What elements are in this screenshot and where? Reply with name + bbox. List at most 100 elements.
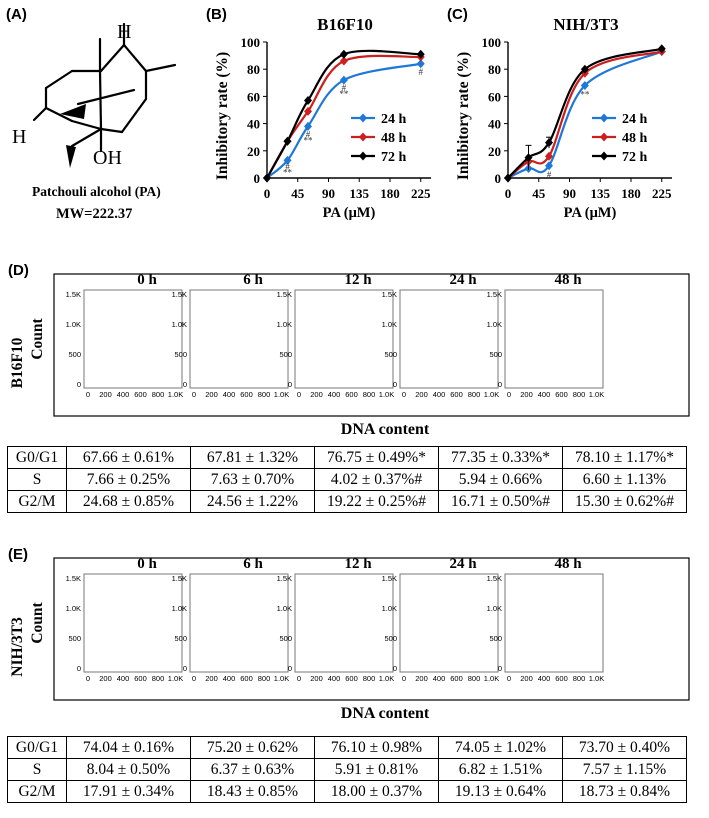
histogram-x-tick: 800: [258, 390, 271, 399]
histogram-y-tick: 1.0K: [487, 320, 502, 329]
legend-marker: [600, 151, 608, 161]
x-tick-label: 225: [411, 186, 431, 201]
timepoint-label: 6 h: [243, 556, 263, 572]
histogram-x-tick: 600: [345, 674, 358, 683]
histogram-y-tick: 0: [393, 664, 397, 673]
histogram-y-tick: 0: [498, 664, 502, 673]
data-point: [283, 155, 292, 165]
histogram-x-tick: 1.0K: [274, 674, 289, 683]
data-point: [545, 151, 553, 161]
series-line: [507, 50, 663, 179]
molecule-name: Patchouli alcohol (PA): [32, 184, 161, 199]
histogram-x-tick: 200: [310, 390, 323, 399]
histogram-y-tick: 1.0K: [172, 320, 187, 329]
histogram-x-tick: 800: [468, 390, 481, 399]
histogram-x-tick: 1.0K: [484, 390, 499, 399]
x-tick-label: 135: [591, 186, 611, 201]
histogram-x-tick: 200: [415, 390, 428, 399]
legend-label: 72 h: [381, 150, 407, 165]
phase-label: G2/M: [7, 780, 67, 803]
timepoint-label: 12 h: [344, 556, 372, 572]
significance-mark: #: [285, 161, 290, 171]
phase-percentage: 67.66 ± 0.61%: [66, 446, 191, 469]
legend-marker: [600, 132, 608, 142]
histogram-x-tick: 800: [258, 674, 271, 683]
histogram-y-tick: 500: [68, 634, 81, 643]
histogram-x-tick: 0: [192, 390, 196, 399]
count-axis-label: Count: [29, 601, 46, 643]
y-axis-label: Inhibitory rate (%): [455, 52, 472, 180]
histogram-frame: [83, 289, 183, 389]
phase-label: S: [7, 468, 67, 491]
phase-percentage: 7.57 ± 1.15%: [562, 758, 687, 781]
legend-label: 24 h: [622, 112, 648, 127]
legend-marker: [359, 113, 367, 123]
histogram-x-tick: 800: [152, 390, 165, 399]
y-tick-label: 100: [482, 35, 502, 50]
timepoint-label: 24 h: [449, 556, 477, 572]
phase-percentage: 24.56 ± 1.22%: [190, 490, 315, 513]
histogram-x-tick: 400: [117, 390, 130, 399]
x-tick-label: 180: [621, 186, 641, 201]
table-row: G0/G1 67.66 ± 0.61% 67.81 ± 1.32% 76.75 ± 0…: [7, 446, 687, 469]
y-tick-label: 60: [247, 89, 260, 104]
timepoint-label: 6 h: [243, 272, 263, 288]
count-axis-label: Count: [29, 317, 46, 359]
phase-label: S: [7, 758, 67, 781]
panel-label-e: (E): [8, 546, 28, 563]
data-point: [304, 121, 312, 131]
histogram-x-tick: 600: [345, 390, 358, 399]
phase-label: G2/M: [7, 490, 67, 513]
chart-title: NIH/3T3: [553, 15, 618, 34]
histogram-y-tick: 0: [77, 664, 81, 673]
histogram-x-tick: 200: [205, 674, 218, 683]
x-axis-label: PA (μM): [564, 205, 617, 221]
y-tick-label: 80: [488, 62, 501, 77]
phase-percentage: 19.13 ± 0.64%: [438, 780, 563, 803]
data-point: [504, 173, 512, 183]
histogram-x-tick: 0: [507, 390, 511, 399]
phase-percentage: 5.94 ± 0.66%: [438, 468, 563, 491]
phase-percentage: 19.22 ± 0.25%#: [314, 490, 439, 513]
histogram-y-tick: 0: [498, 380, 502, 389]
cell-cycle-table-nih3t3: G0/G1 74.04 ± 0.16% 75.20 ± 0.62% 76.10 ± 0…: [7, 736, 687, 803]
histogram-y-tick: 1.5K: [66, 290, 81, 299]
panel-label-a: (A): [6, 6, 27, 23]
histogram-x-tick: 0: [86, 674, 90, 683]
histogram-x-tick: 0: [402, 390, 406, 399]
histogram-y-tick: 1.5K: [277, 290, 292, 299]
phase-percentage: 5.91 ± 0.81%: [314, 758, 439, 781]
histogram-y-tick: 1.0K: [487, 604, 502, 613]
phase-percentage: 76.10 ± 0.98%: [314, 736, 439, 759]
data-point: [580, 81, 589, 91]
histogram-x-tick: 600: [134, 390, 147, 399]
histogram-x-tick: 800: [573, 390, 586, 399]
flow-panel-frame: [53, 557, 690, 701]
histogram-y-tick: 0: [183, 664, 187, 673]
x-tick-label: 0: [264, 186, 271, 201]
histogram-y-tick: 500: [279, 350, 292, 359]
phase-percentage: 18.43 ± 0.85%: [190, 780, 315, 803]
histogram-y-tick: 1.0K: [382, 604, 397, 613]
y-tick-label: 40: [247, 117, 260, 132]
histogram-frame: [399, 289, 499, 389]
histogram-x-tick: 0: [507, 674, 511, 683]
table-row: S 8.04 ± 0.50% 6.37 ± 0.63% 5.91 ± 0.81% 6.8…: [7, 758, 687, 781]
histogram-frame: [189, 289, 289, 389]
significance-mark: **: [304, 135, 314, 145]
data-point: [545, 161, 553, 171]
data-point: [339, 75, 348, 85]
histogram-y-tick: 1.0K: [277, 320, 292, 329]
flow-histograms-nih3t3: NIH/3T3 Count 0 h 0 500 1.0K 1.5K 0 200 400 600 800…: [0, 546, 690, 722]
phase-percentage: 73.70 ± 0.40%: [562, 736, 687, 759]
data-point: [339, 49, 348, 59]
histogram-x-tick: 800: [363, 674, 376, 683]
cell-cycle-table-b16f10: G0/G1 67.66 ± 0.61% 67.81 ± 1.32% 76.75 ± 0…: [7, 446, 687, 513]
phase-percentage: 74.04 ± 0.16%: [66, 736, 191, 759]
histogram-x-tick: 200: [99, 674, 112, 683]
histogram-x-tick: 600: [240, 390, 253, 399]
phase-percentage: 77.35 ± 0.33%*: [438, 446, 563, 469]
phase-percentage: 16.71 ± 0.50%#: [438, 490, 563, 513]
histogram-x-tick: 800: [363, 390, 376, 399]
histogram-x-tick: 0: [297, 674, 301, 683]
